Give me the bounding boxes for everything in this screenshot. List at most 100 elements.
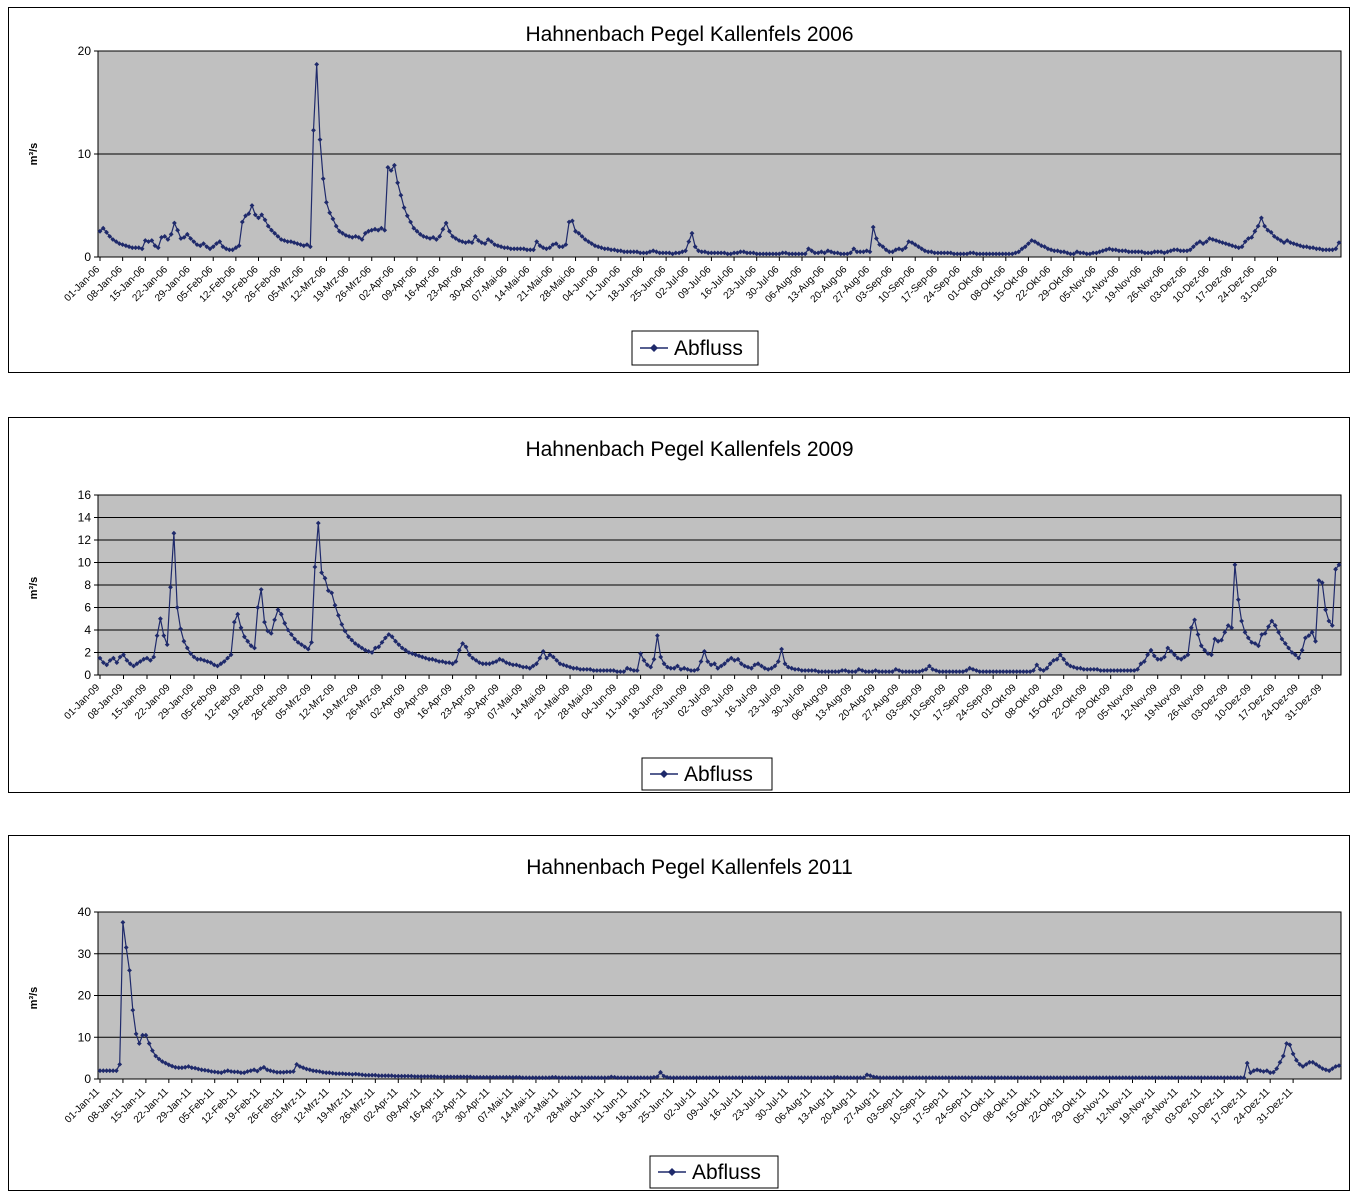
data-point xyxy=(1055,248,1060,254)
data-point xyxy=(796,251,802,257)
data-point xyxy=(832,669,838,674)
data-point xyxy=(938,250,944,256)
data-point xyxy=(1019,246,1025,252)
data-point xyxy=(243,213,248,219)
data-point xyxy=(770,251,776,257)
data-point xyxy=(829,669,835,674)
data-point xyxy=(1326,618,1332,624)
data-point xyxy=(1116,248,1122,254)
data-point xyxy=(1136,1075,1142,1081)
data-point xyxy=(1128,668,1134,673)
data-point xyxy=(235,611,241,617)
data-point xyxy=(1271,234,1277,239)
data-point xyxy=(943,669,949,674)
data-point xyxy=(307,244,313,250)
data-point xyxy=(252,645,257,651)
data-point xyxy=(514,246,520,252)
data-point xyxy=(372,645,378,651)
data-point xyxy=(114,660,120,665)
data-point xyxy=(1084,667,1090,672)
data-point xyxy=(916,244,921,250)
data-point xyxy=(1101,668,1107,673)
chart-2009-svg: Hahnenbach Pegel Kallenfels 2009 m³/s 0 2 4 6… xyxy=(28,438,1342,791)
data-point xyxy=(1259,632,1265,637)
data-point xyxy=(1319,580,1325,586)
data-point xyxy=(1252,228,1258,234)
data-point xyxy=(1108,668,1114,673)
data-point xyxy=(913,669,919,674)
data-point xyxy=(1087,251,1093,257)
data-point xyxy=(392,162,397,168)
data-point xyxy=(197,243,203,249)
data-point xyxy=(248,643,254,649)
data-point xyxy=(929,249,934,255)
data-point xyxy=(940,669,946,674)
y-tick-label: 20 xyxy=(78,989,92,1003)
series-markers xyxy=(97,62,1342,257)
data-point xyxy=(853,669,858,674)
data-point xyxy=(1197,239,1203,244)
data-point xyxy=(388,168,394,173)
data-point xyxy=(124,658,130,663)
data-point xyxy=(398,192,404,198)
data-point xyxy=(483,661,489,667)
data-point xyxy=(1198,643,1204,649)
data-point xyxy=(987,251,992,257)
data-point xyxy=(1242,239,1248,244)
data-point xyxy=(141,656,147,662)
data-point xyxy=(1229,625,1234,631)
data-point xyxy=(393,638,398,644)
data-point xyxy=(1146,1075,1152,1081)
data-point xyxy=(434,237,439,242)
data-point xyxy=(162,234,168,239)
data-point xyxy=(1249,235,1255,240)
data-point xyxy=(383,635,388,641)
data-point xyxy=(510,662,516,668)
data-point xyxy=(1121,668,1127,673)
data-point xyxy=(718,250,724,256)
data-point xyxy=(178,626,183,632)
data-point xyxy=(1100,248,1106,254)
data-point xyxy=(608,247,614,253)
data-point xyxy=(1021,669,1026,674)
data-point xyxy=(624,249,630,255)
data-point xyxy=(712,250,717,256)
data-point xyxy=(295,640,301,645)
data-point xyxy=(285,239,290,244)
data-point xyxy=(1268,229,1274,235)
data-point xyxy=(698,659,704,664)
data-point xyxy=(1172,652,1177,658)
data-point xyxy=(725,658,731,663)
data-point xyxy=(320,176,326,182)
data-point xyxy=(1219,637,1224,643)
data-point xyxy=(673,250,679,256)
data-point xyxy=(231,619,237,625)
data-point xyxy=(691,668,697,673)
y-tick-label: 10 xyxy=(78,556,92,570)
data-point xyxy=(1045,246,1051,252)
data-point xyxy=(1100,1075,1106,1081)
data-point xyxy=(980,251,986,257)
data-point xyxy=(1084,1075,1089,1081)
data-point xyxy=(1178,248,1183,254)
data-point xyxy=(1090,250,1096,256)
data-point xyxy=(783,250,789,256)
data-point xyxy=(1010,669,1016,674)
data-point xyxy=(265,223,271,229)
data-point xyxy=(957,669,962,674)
data-point xyxy=(775,659,781,664)
data-point xyxy=(337,228,342,234)
data-point xyxy=(1071,1075,1076,1081)
data-point xyxy=(948,250,954,256)
data-point xyxy=(275,607,281,613)
data-point xyxy=(831,250,837,256)
data-point xyxy=(1110,247,1115,253)
data-point xyxy=(518,246,523,252)
data-point xyxy=(822,669,828,674)
data-point xyxy=(110,237,116,242)
data-point xyxy=(130,1007,136,1013)
data-point xyxy=(372,226,378,232)
data-point xyxy=(1303,635,1308,641)
y-tick-label: 30 xyxy=(78,947,92,961)
data-point xyxy=(443,660,449,665)
